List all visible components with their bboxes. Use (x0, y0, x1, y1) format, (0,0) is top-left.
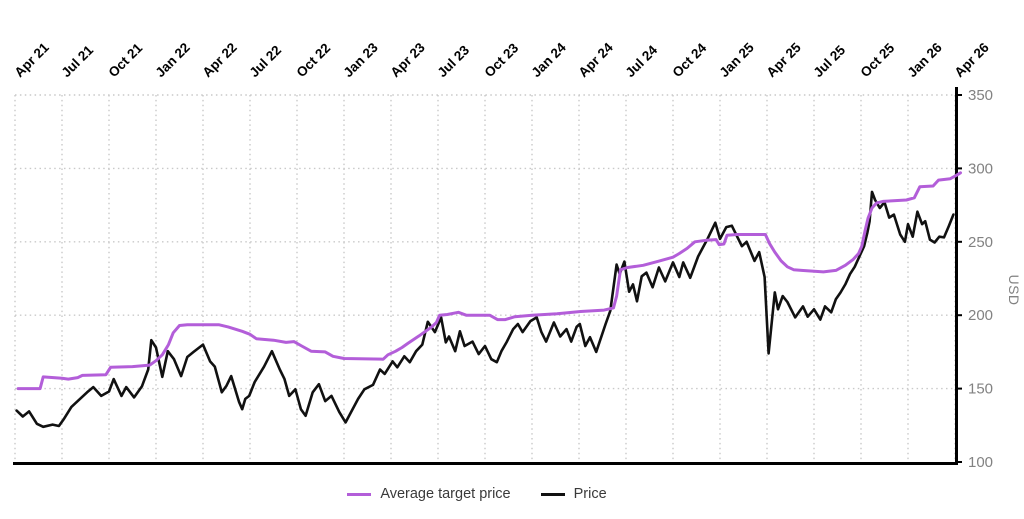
x-axis-label: Apr 23 (388, 39, 429, 80)
average-target-price-swatch (347, 492, 372, 496)
y-axis-labels: 100 150 200 250 300 350 (968, 87, 993, 471)
x-axis-label: Jan 25 (717, 39, 758, 80)
x-axis-label: Oct 23 (482, 40, 522, 80)
price-swatch (540, 492, 565, 496)
y-axis-title: USD (1006, 274, 1022, 305)
x-axis-label: Jul 23 (435, 42, 473, 80)
y-axis-tick-label: 250 (968, 234, 993, 251)
x-axis-label: Apr 26 (952, 39, 993, 80)
x-axis-label: Apr 25 (764, 39, 805, 80)
y-axis-tick-label: 300 (968, 160, 993, 177)
x-axis-label: Apr 24 (576, 39, 617, 80)
gridlines (14, 94, 956, 462)
y-axis-tick-label: 100 (968, 454, 993, 471)
legend-item-price: Price (540, 486, 607, 502)
x-axis-labels: Apr 21 Jul 21 Oct 21 Jan 22 Apr 22 Jul 22 Oct … (12, 39, 993, 80)
x-axis-label: Jul 22 (247, 42, 285, 80)
legend-label: Price (573, 486, 607, 502)
x-axis-label: Jan 24 (529, 39, 570, 80)
price-line (15, 190, 955, 429)
y-axis-tick-label: 350 (968, 87, 993, 104)
x-axis-label: Oct 24 (670, 40, 710, 80)
x-axis-label: Jul 21 (59, 42, 97, 80)
series-lines (15, 171, 962, 429)
x-axis-label: Apr 21 (12, 39, 53, 80)
x-axis-label: Jan 22 (153, 40, 193, 80)
x-axis-label: Jul 24 (623, 42, 661, 80)
axes (13, 87, 962, 465)
x-axis-label: Jan 23 (341, 39, 382, 80)
x-axis-label: Jan 26 (905, 39, 946, 80)
legend-label: Average target price (380, 486, 511, 502)
chart-legend: Average target price Price (0, 486, 954, 502)
x-axis-label: Oct 22 (294, 40, 334, 80)
x-axis-label: Apr 22 (200, 40, 240, 80)
x-axis-label: Oct 25 (858, 40, 898, 80)
x-axis-label: Oct 21 (106, 40, 146, 80)
y-axis-tick-label: 200 (968, 307, 993, 324)
average-target-price-line (16, 171, 962, 391)
y-axis-tick-label: 150 (968, 381, 993, 398)
legend-item-average-target-price: Average target price (347, 486, 511, 502)
x-axis-label: Jul 25 (811, 42, 849, 80)
